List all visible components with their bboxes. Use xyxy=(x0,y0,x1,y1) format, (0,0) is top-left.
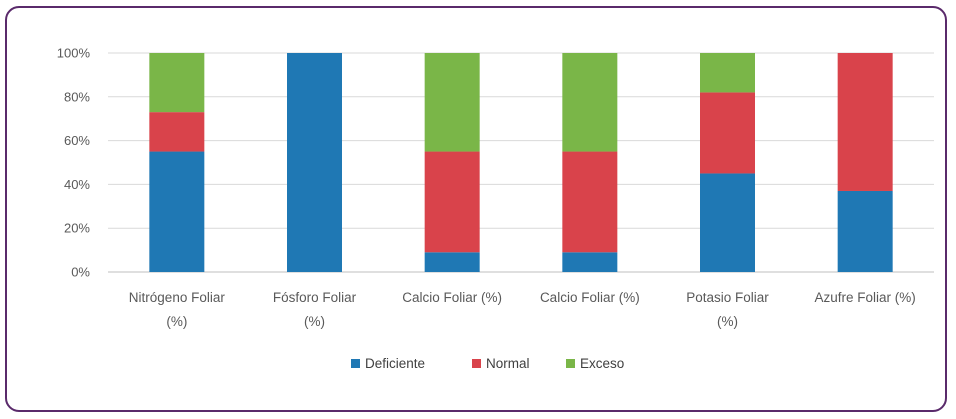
bar-segment-deficiente xyxy=(287,53,342,272)
bar-segment-exceso xyxy=(424,53,480,152)
bar-segment-normal xyxy=(837,53,893,191)
legend: Deficiente Normal Exceso xyxy=(351,356,624,371)
bar-segment-normal xyxy=(700,92,755,174)
x-category-label: Fósforo Foliar (%) xyxy=(273,290,357,329)
bar-segment-normal xyxy=(149,112,205,152)
legend-swatch-deficiente xyxy=(351,359,360,368)
legend-swatch-normal xyxy=(472,359,481,368)
bar-segment-deficiente xyxy=(837,190,893,272)
bar-segment-deficiente xyxy=(424,252,480,272)
bar-segment-deficiente xyxy=(700,173,755,272)
x-category-label: Azufre Foliar (%) xyxy=(815,290,916,305)
legend-label-exceso: Exceso xyxy=(580,356,624,371)
gridlines xyxy=(108,52,934,273)
y-tick-label: 60% xyxy=(64,133,90,148)
bar-segment-exceso xyxy=(562,53,618,152)
y-tick-label: 40% xyxy=(64,177,90,192)
bar-segment-exceso xyxy=(149,53,205,113)
x-category-label: Potasio Foliar (%) xyxy=(686,290,769,329)
x-category-label: Calcio Foliar (%) xyxy=(540,290,640,305)
y-tick-label: 80% xyxy=(64,89,90,104)
bar-segment-normal xyxy=(562,151,618,253)
y-axis-ticks: 0% 20% 40% 60% 80% 100% xyxy=(57,46,91,280)
bars xyxy=(149,53,893,272)
bar-segment-normal xyxy=(424,151,480,253)
bar-segment-deficiente xyxy=(562,252,618,272)
x-category-label: Nitrógeno Foliar (%) xyxy=(129,290,226,329)
x-axis-labels: Nitrógeno Foliar (%) Fósforo Foliar (%) Calc… xyxy=(129,290,916,329)
legend-label-normal: Normal xyxy=(486,356,530,371)
y-tick-label: 20% xyxy=(64,221,90,236)
bar-segment-exceso xyxy=(700,53,755,93)
legend-swatch-exceso xyxy=(566,359,575,368)
legend-label-deficiente: Deficiente xyxy=(365,356,425,371)
y-tick-label: 100% xyxy=(57,46,91,61)
y-tick-label: 0% xyxy=(71,265,90,280)
bar-segment-deficiente xyxy=(149,151,205,272)
x-category-label: Calcio Foliar (%) xyxy=(402,290,502,305)
